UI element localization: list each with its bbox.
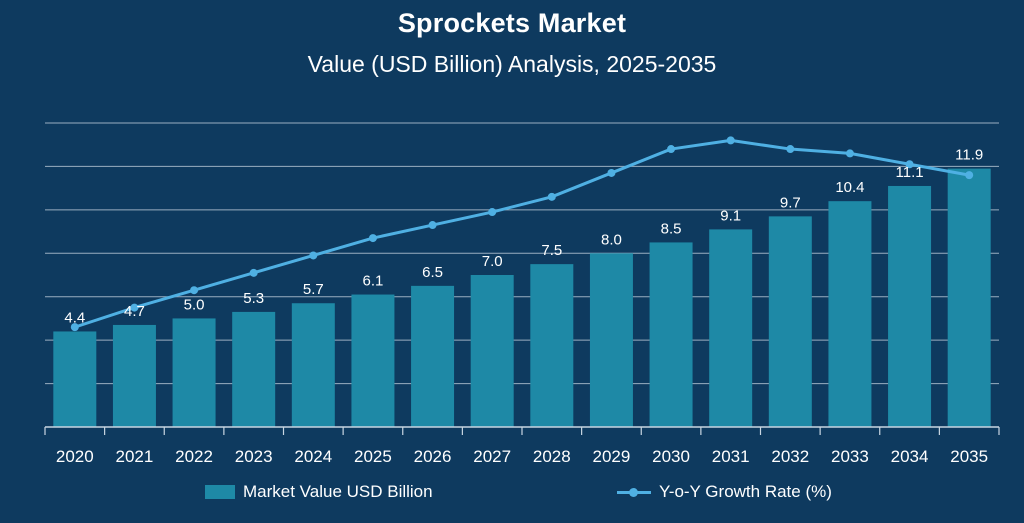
data-label: 11.1 xyxy=(896,164,924,181)
growth-point xyxy=(249,268,258,277)
growth-point xyxy=(190,286,199,295)
growth-point xyxy=(368,234,377,243)
data-label: 6.5 xyxy=(422,264,443,281)
chart-title: Sprockets Market xyxy=(397,8,627,38)
growth-point xyxy=(488,208,497,217)
bar xyxy=(649,242,693,427)
growth-point xyxy=(547,192,556,201)
legend-bar-swatch xyxy=(205,485,235,499)
data-label: 6.1 xyxy=(363,273,384,290)
x-tick-label: 2032 xyxy=(771,447,809,466)
x-tick-label: 2020 xyxy=(56,447,94,466)
growth-point xyxy=(726,136,735,145)
x-tick-label: 2031 xyxy=(712,447,750,466)
growth-point xyxy=(845,149,854,158)
x-tick-label: 2023 xyxy=(235,447,273,466)
bar xyxy=(232,311,276,427)
data-label: 7.0 xyxy=(482,253,503,270)
bar xyxy=(470,275,514,427)
bar xyxy=(530,264,574,427)
x-tick-label: 2029 xyxy=(593,447,631,466)
legend-item-market-value[interactable]: Market Value USD Billion xyxy=(205,482,433,502)
data-label: 9.7 xyxy=(780,194,801,211)
data-label: 7.5 xyxy=(541,242,562,259)
bar xyxy=(53,331,97,427)
data-label: 5.7 xyxy=(303,281,324,298)
bar xyxy=(768,216,812,427)
data-label: 10.4 xyxy=(835,179,864,196)
growth-point xyxy=(786,145,795,154)
x-tick-label: 2025 xyxy=(354,447,392,466)
bar xyxy=(828,201,872,427)
growth-point xyxy=(309,251,318,260)
x-tick-label: 2028 xyxy=(533,447,571,466)
x-tick-label: 2022 xyxy=(175,447,213,466)
data-label: 4.4 xyxy=(64,309,85,326)
legend-item-growth-rate[interactable]: Y-o-Y Growth Rate (%) xyxy=(617,482,832,502)
x-tick-label: 2026 xyxy=(414,447,452,466)
bar xyxy=(411,285,455,427)
growth-point xyxy=(607,168,616,177)
growth-point xyxy=(965,171,974,180)
data-label: 9.1 xyxy=(720,207,741,224)
growth-point xyxy=(130,303,139,312)
bar xyxy=(172,318,216,427)
x-tick-label: 2024 xyxy=(294,447,332,466)
bar xyxy=(947,168,991,427)
x-tick-label: 2021 xyxy=(116,447,154,466)
growth-point xyxy=(428,221,437,230)
growth-line xyxy=(74,138,970,329)
data-label: 8.5 xyxy=(661,220,682,237)
x-tick-label: 2027 xyxy=(473,447,511,466)
bar xyxy=(888,185,932,427)
growth-point xyxy=(70,323,79,332)
bar xyxy=(351,294,395,427)
legend-line-swatch xyxy=(617,485,651,499)
x-tick-label: 2030 xyxy=(652,447,690,466)
data-label: 4.7 xyxy=(124,303,145,320)
data-label: 8.0 xyxy=(601,231,622,248)
growth-point xyxy=(667,145,676,154)
x-tick-label: 2034 xyxy=(891,447,929,466)
bar xyxy=(112,324,156,427)
legend-label-growth-rate: Y-o-Y Growth Rate (%) xyxy=(659,482,832,501)
bar xyxy=(589,253,633,427)
data-label: 11.9 xyxy=(955,147,983,164)
line-series xyxy=(70,136,974,332)
data-label: 5.3 xyxy=(243,290,264,307)
data-label: 5.0 xyxy=(184,296,205,313)
legend-label-market-value: Market Value USD Billion xyxy=(243,482,433,501)
x-axis: 2020 2021 2022 2023 2024 2025 2026 2027 2028 2029… xyxy=(44,426,1000,466)
x-tick-label: 2033 xyxy=(831,447,869,466)
bar xyxy=(709,229,753,427)
bar-series xyxy=(53,168,991,427)
legend: Market Value USD Billion Y-o-Y Growth Ra… xyxy=(0,482,1024,508)
bar xyxy=(291,303,335,427)
data-labels: 4.4 4.7 5.0 5.3 5.7 6.1 6.5 7.0 7.5 8.0 8.5 9.1 9.7 1… xyxy=(64,147,983,327)
chart-subtitle: Value (USD Billion) Analysis, 2025-2035 xyxy=(307,51,717,77)
growth-point xyxy=(905,160,914,169)
x-tick-label: 2035 xyxy=(950,447,988,466)
